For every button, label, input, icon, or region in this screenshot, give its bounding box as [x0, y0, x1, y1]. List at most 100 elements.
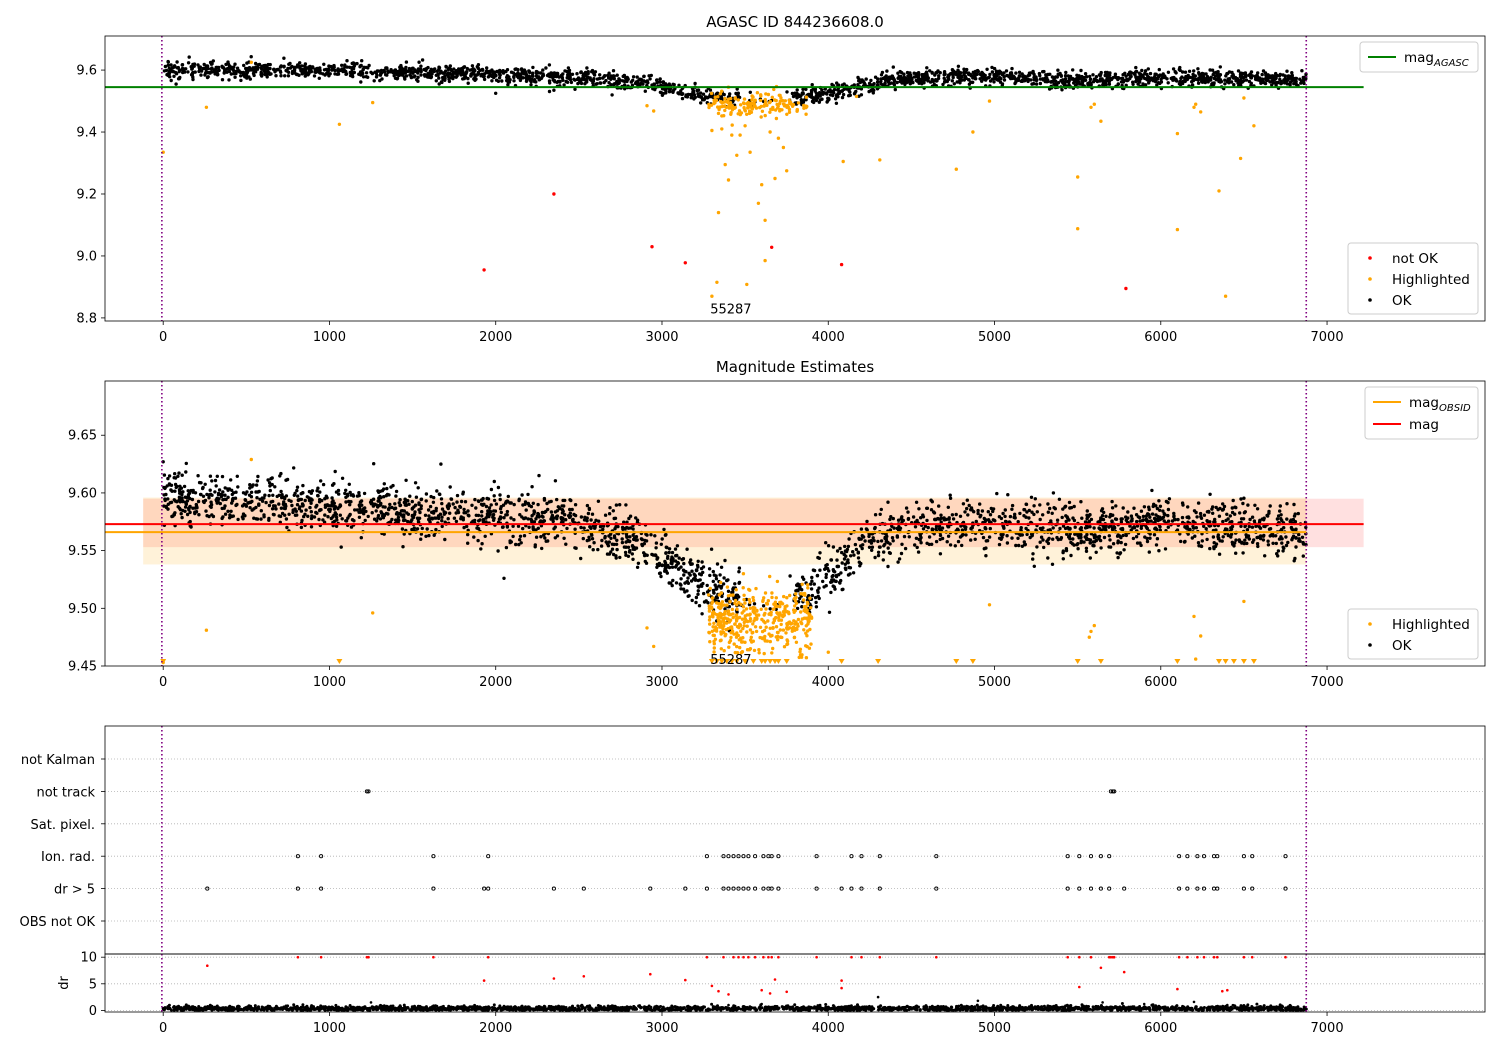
- data-point: [315, 489, 319, 493]
- data-point: [990, 70, 995, 74]
- data-point: [417, 516, 422, 520]
- data-point: [404, 65, 408, 70]
- data-point: [1243, 538, 1247, 542]
- data-point: [858, 564, 862, 568]
- data-point: [985, 67, 989, 72]
- data-point: [359, 80, 363, 84]
- data-point: [360, 503, 364, 507]
- data-point: [638, 77, 642, 81]
- data-point: [826, 99, 830, 103]
- data-point: [1140, 68, 1144, 73]
- data-point: [479, 547, 483, 551]
- data-point: [1208, 76, 1212, 80]
- data-point: [671, 90, 675, 95]
- data-point: [1166, 525, 1171, 529]
- data-point: [562, 83, 566, 87]
- data-point: [166, 476, 170, 481]
- data-point: [609, 74, 613, 78]
- data-point: [321, 482, 326, 487]
- data-point: [349, 525, 354, 529]
- data-point: [580, 77, 584, 81]
- data-point: [359, 63, 363, 68]
- data-point: [631, 75, 636, 79]
- data-point: [1155, 77, 1160, 81]
- data-point: [1073, 525, 1077, 529]
- data-point: [1155, 537, 1160, 541]
- data-point: [891, 516, 895, 521]
- data-point: [708, 573, 712, 578]
- data-point: [948, 543, 953, 547]
- data-point: [355, 508, 359, 512]
- data-point: [1013, 516, 1017, 520]
- data-point: [410, 499, 414, 504]
- data-point: [408, 494, 412, 498]
- data-point: [612, 542, 616, 547]
- data-point: [1046, 72, 1050, 77]
- data-point: [905, 70, 910, 75]
- data-point: [1111, 542, 1116, 546]
- data-point: [457, 70, 461, 74]
- data-point: [273, 485, 277, 489]
- data-point: [502, 516, 506, 520]
- data-point: [245, 61, 249, 65]
- data-point: [859, 537, 863, 541]
- data-point: [409, 75, 414, 80]
- data-point: [711, 579, 715, 584]
- data-point: [484, 516, 488, 520]
- data-point: [1061, 507, 1065, 511]
- data-point: [352, 64, 356, 68]
- data-point: [394, 494, 398, 498]
- data-point: [885, 69, 889, 73]
- data-point: [836, 95, 840, 99]
- data-point: [229, 65, 233, 69]
- data-point: [1155, 517, 1159, 521]
- data-point: [768, 110, 772, 114]
- data-point: [776, 106, 780, 110]
- data-point: [1172, 514, 1176, 518]
- data-point: [303, 62, 308, 66]
- data-point: [1175, 528, 1180, 532]
- data-point: [848, 93, 852, 98]
- data-point: [255, 517, 260, 521]
- data-point: [1171, 67, 1176, 71]
- data-point: [491, 518, 496, 522]
- data-point: [583, 82, 587, 86]
- data-point: [526, 517, 530, 521]
- data-point: [794, 94, 798, 98]
- data-point: [946, 73, 951, 77]
- data-point: [999, 537, 1003, 541]
- data-point: [667, 565, 672, 570]
- data-point: [217, 497, 221, 501]
- data-point: [519, 541, 523, 545]
- data-point: [967, 78, 971, 82]
- data-point: [452, 516, 457, 520]
- data-point: [1014, 71, 1018, 75]
- data-point: [752, 102, 756, 106]
- data-point: [449, 497, 453, 501]
- data-point: [1065, 532, 1069, 536]
- data-point: [353, 508, 357, 512]
- y-tick-label: 9.0: [76, 249, 97, 264]
- data-point: [380, 77, 384, 81]
- data-point: [409, 519, 413, 523]
- data-point: [652, 82, 656, 86]
- data-point: [622, 520, 626, 524]
- data-point: [340, 67, 344, 71]
- series-highlighted: [161, 60, 1256, 298]
- data-point: [170, 514, 174, 519]
- data-point: [1278, 72, 1283, 77]
- data-point: [1294, 536, 1298, 540]
- data-point: [966, 513, 970, 517]
- data-point: [691, 89, 696, 93]
- data-point: [1216, 70, 1220, 74]
- data-point: [570, 507, 574, 512]
- data-point: [886, 500, 890, 504]
- data-point: [196, 63, 200, 67]
- data-point: [681, 557, 686, 561]
- data-point: [366, 75, 370, 80]
- data-point: [300, 71, 305, 76]
- data-point: [497, 76, 502, 80]
- data-point: [729, 104, 733, 109]
- data-point: [814, 600, 818, 605]
- data-point: [1187, 69, 1192, 74]
